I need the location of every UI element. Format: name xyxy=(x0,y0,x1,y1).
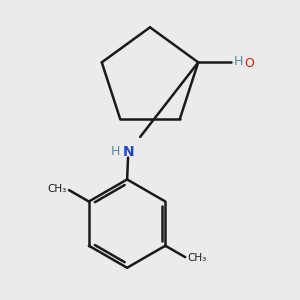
Text: CH₃: CH₃ xyxy=(47,184,66,194)
Text: H: H xyxy=(111,145,121,158)
Text: CH₃: CH₃ xyxy=(188,254,207,263)
Text: H: H xyxy=(234,55,244,68)
Text: O: O xyxy=(244,57,254,70)
Text: N: N xyxy=(122,145,134,159)
